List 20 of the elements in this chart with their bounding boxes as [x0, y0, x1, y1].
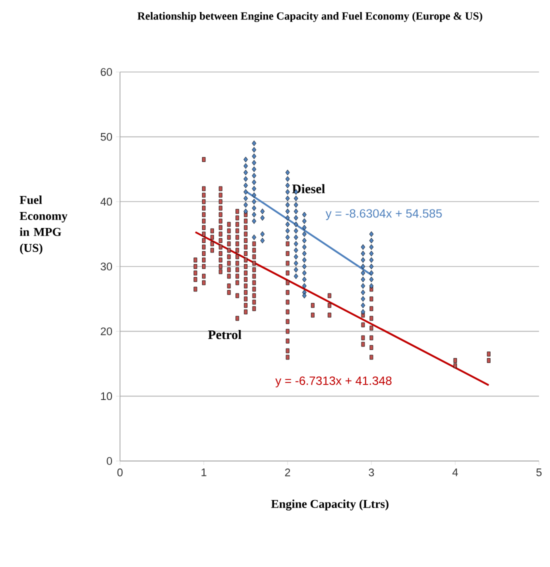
annotation: y = -6.7313x + 41.348	[275, 376, 392, 388]
x-tick-label: 3	[368, 468, 374, 476]
y-tick-label: 50	[100, 132, 112, 141]
y-tick-label: 40	[100, 198, 112, 206]
x-axis-title: Engine Capacity (Ltrs)	[271, 500, 388, 510]
y-tick-label: 0	[106, 457, 112, 465]
x-tick-label: 0	[117, 468, 123, 476]
x-tick-label: 5	[536, 468, 542, 476]
x-tick-label: 2	[285, 468, 290, 476]
x-tick-label: 4	[452, 468, 458, 476]
y-tick-label: 60	[100, 68, 112, 76]
y-tick-label: 30	[100, 262, 112, 270]
series-label: Diesel	[292, 184, 325, 194]
x-tick-label: 1	[202, 468, 206, 476]
y-axis-title: Fuel Economy in MPG (US)	[20, 196, 68, 254]
series-label: Petrol	[208, 330, 242, 340]
chart-title: Relationship between Engine Capacity and Fuel Economy (Europe & US)	[137, 12, 482, 22]
annotation: y = -8.6304x + 54.585	[326, 209, 442, 220]
y-tick-label: 10	[101, 392, 112, 400]
y-tick-label: 20	[100, 327, 112, 336]
